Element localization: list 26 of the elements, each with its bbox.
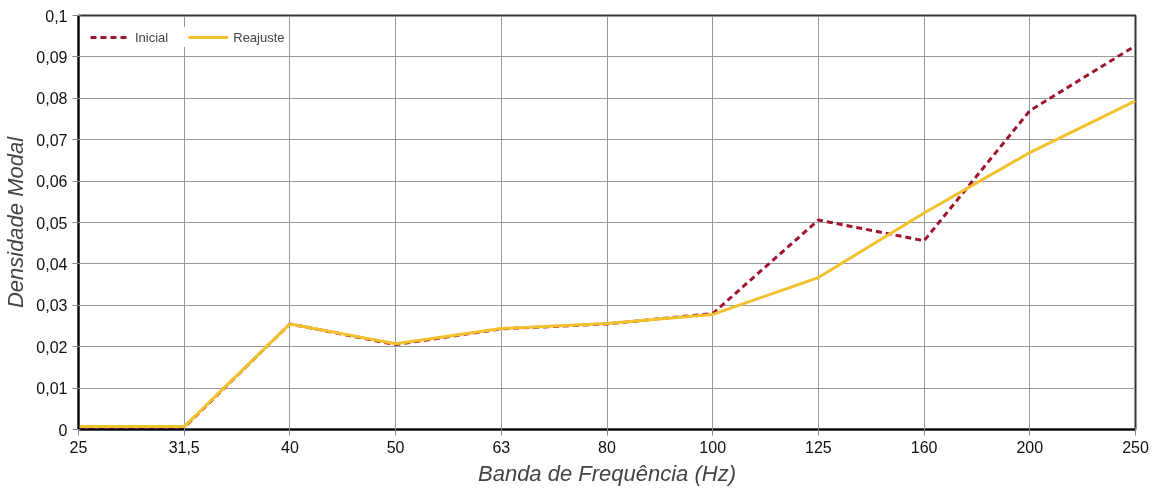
legend-label: Inicial	[135, 29, 169, 45]
y-tick-label: 0,03	[36, 297, 68, 315]
y-tick-label: 0,1	[45, 7, 68, 25]
y-tick-label: 0,02	[36, 338, 68, 356]
legend-label: Reajuste	[233, 29, 285, 45]
x-tick-label: 125	[805, 438, 832, 456]
x-tick-label: 100	[699, 438, 727, 456]
x-axis-title: Banda de Frequência (Hz)	[477, 460, 737, 486]
x-tick-label: 200	[1016, 438, 1044, 456]
x-tick-label: 31,5	[168, 438, 200, 456]
y-tick-label: 0,09	[36, 48, 68, 66]
x-tick-label: 40	[281, 438, 299, 456]
x-tick-label: 250	[1122, 438, 1149, 456]
y-tick-label: 0,07	[36, 131, 68, 149]
x-tick-label: 160	[910, 438, 938, 456]
y-tick-label: 0,05	[36, 214, 68, 232]
x-tick-label: 25	[69, 438, 88, 456]
y-tick-label: 0,04	[36, 255, 68, 273]
y-tick-label: 0	[58, 421, 68, 439]
x-tick-label: 50	[386, 438, 405, 456]
x-tick-label: 63	[492, 438, 511, 456]
y-tick-label: 0,06	[36, 173, 68, 191]
y-tick-label: 0,08	[36, 90, 68, 108]
y-tick-label: 0,01	[36, 380, 68, 398]
x-tick-label: 80	[598, 438, 616, 456]
y-axis-title: Densidade Modal	[3, 135, 29, 309]
